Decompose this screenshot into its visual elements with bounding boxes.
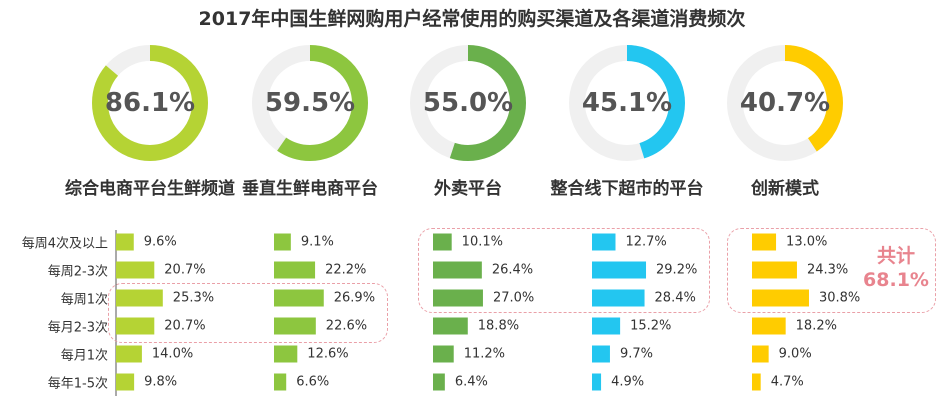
category-label: 每年1-5次 bbox=[47, 376, 108, 392]
channel-label: 外卖平台 bbox=[434, 179, 502, 199]
bar-value-label: 9.1% bbox=[300, 234, 334, 250]
bar-value-label: 12.7% bbox=[625, 234, 667, 250]
bar-value-label: 24.3% bbox=[806, 262, 849, 278]
bar-value-label: 26.9% bbox=[333, 290, 376, 306]
bar-value-label: 12.6% bbox=[307, 346, 349, 362]
bar bbox=[592, 233, 616, 251]
channel-label: 综合电商平台生鲜频道 bbox=[65, 179, 235, 199]
bar-value-label: 4.9% bbox=[611, 374, 645, 390]
bar bbox=[433, 345, 454, 363]
channel-label: 垂直生鲜电商平台 bbox=[242, 179, 378, 199]
bar bbox=[433, 233, 452, 251]
bar bbox=[592, 373, 602, 391]
bar-value-label: 30.8% bbox=[818, 290, 861, 306]
bar-value-label: 29.2% bbox=[656, 262, 698, 278]
ring-value bbox=[252, 45, 368, 161]
bar-value-label: 27.0% bbox=[492, 290, 535, 306]
share-label: 59.5% bbox=[264, 88, 356, 118]
share-label: 86.1% bbox=[104, 88, 196, 118]
total-value: 68.1% bbox=[863, 269, 929, 291]
bar bbox=[116, 233, 134, 251]
share-label: 40.7% bbox=[739, 88, 831, 118]
bar bbox=[274, 317, 316, 335]
bar bbox=[274, 289, 324, 307]
channel-label: 创新模式 bbox=[751, 179, 819, 199]
bar-value-label: 9.0% bbox=[778, 346, 812, 362]
category-label: 每周4次及以上 bbox=[21, 236, 108, 252]
channel-label: 整合线下超市的平台 bbox=[550, 179, 704, 199]
bar-value-label: 6.4% bbox=[454, 374, 488, 390]
bar-value-label: 14.0% bbox=[151, 346, 194, 362]
share-label: 55.0% bbox=[422, 88, 514, 118]
highlight-box-2 bbox=[418, 228, 710, 313]
highlight-box-1 bbox=[108, 283, 388, 343]
bar bbox=[592, 317, 621, 335]
bar bbox=[116, 289, 163, 307]
bar-value-label: 20.7% bbox=[164, 262, 206, 278]
bar bbox=[752, 233, 777, 251]
bar-value-label: 6.6% bbox=[296, 374, 330, 390]
bar bbox=[274, 233, 291, 251]
bar-value-label: 13.0% bbox=[786, 234, 828, 250]
bar-value-label: 15.2% bbox=[630, 318, 672, 334]
bar-value-label: 9.7% bbox=[619, 346, 653, 362]
ring-value bbox=[727, 45, 843, 161]
bar bbox=[752, 345, 769, 363]
ring-value bbox=[92, 45, 208, 161]
chart-title: 2017年中国生鲜网购用户经常使用的购买渠道及各渠道消费频次 bbox=[198, 8, 746, 30]
bar bbox=[116, 317, 155, 335]
bar bbox=[433, 373, 445, 391]
bar-value-label: 9.8% bbox=[144, 374, 178, 390]
bar bbox=[116, 345, 142, 363]
bar bbox=[752, 289, 809, 307]
bar bbox=[433, 261, 482, 279]
bar-value-label: 10.1% bbox=[461, 234, 503, 250]
bar bbox=[752, 373, 761, 391]
bar-value-label: 18.8% bbox=[477, 318, 520, 334]
category-label: 每月1次 bbox=[60, 348, 108, 364]
category-label: 每周1次 bbox=[60, 292, 108, 308]
share-label: 45.1% bbox=[581, 88, 673, 118]
bar bbox=[592, 261, 647, 279]
bar bbox=[752, 317, 786, 335]
highlight-box-3 bbox=[727, 228, 936, 313]
bar-value-label: 22.2% bbox=[325, 262, 367, 278]
bar-value-label: 26.4% bbox=[491, 262, 534, 278]
ring-value bbox=[410, 45, 526, 161]
ring-value bbox=[569, 45, 685, 161]
bar-value-label: 4.7% bbox=[770, 374, 804, 390]
bar bbox=[592, 345, 610, 363]
category-label: 每周2-3次 bbox=[47, 264, 108, 280]
bar-value-label: 18.2% bbox=[795, 318, 837, 334]
bar bbox=[592, 289, 645, 307]
bar bbox=[752, 261, 797, 279]
category-label: 每月2-3次 bbox=[47, 320, 108, 336]
bar bbox=[274, 373, 287, 391]
bar-value-label: 28.4% bbox=[654, 290, 696, 306]
bar bbox=[433, 317, 468, 335]
bar-value-label: 9.6% bbox=[143, 234, 177, 250]
bar bbox=[274, 261, 316, 279]
bar bbox=[433, 289, 483, 307]
bar-value-label: 11.2% bbox=[463, 346, 506, 362]
bar bbox=[274, 345, 298, 363]
bar-value-label: 25.3% bbox=[172, 290, 215, 306]
bar-value-label: 20.7% bbox=[164, 318, 206, 334]
total-label: 共计 bbox=[876, 245, 916, 267]
total-annotation: 共计 68.1% bbox=[863, 244, 929, 292]
bar-value-label: 22.6% bbox=[325, 318, 368, 334]
bar bbox=[116, 261, 155, 279]
bar bbox=[116, 373, 135, 391]
